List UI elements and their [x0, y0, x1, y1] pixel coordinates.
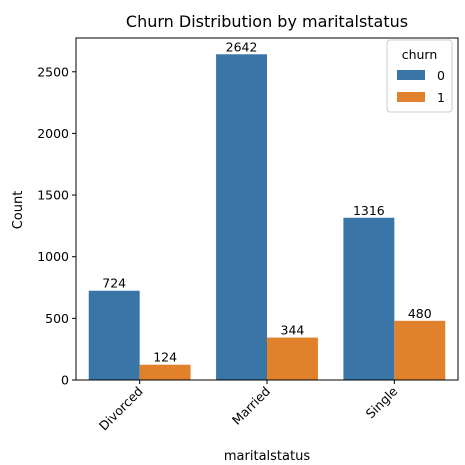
legend-title: churn [402, 47, 438, 62]
bar-married-churn-0 [216, 54, 267, 380]
data-label: 2642 [226, 39, 258, 54]
y-tick-label: 2500 [37, 64, 69, 79]
legend-label-0: 0 [437, 68, 445, 83]
legend: churn 0 1 [386, 39, 453, 113]
y-tick-label: 2000 [37, 126, 69, 141]
x-tick-label: Divorced [96, 384, 146, 434]
data-label: 1316 [353, 203, 385, 218]
y-tick-label: 500 [45, 311, 69, 326]
data-label: 480 [408, 306, 432, 321]
legend-swatch-1 [397, 92, 425, 102]
legend-label-1: 1 [437, 90, 445, 105]
data-label: 344 [281, 323, 305, 338]
bar-divorced-churn-0 [88, 290, 140, 380]
bar-married-churn-1 [267, 337, 318, 380]
y-tick-label: 1500 [37, 188, 69, 203]
x-axis-label: maritalstatus [224, 449, 310, 464]
x-tick-label: Single [363, 383, 401, 421]
x-tick-label: Married [229, 384, 273, 428]
y-axis-label: Count [11, 191, 26, 230]
chart-title: Churn Distribution by maritalstatus [126, 12, 408, 31]
plot-frame [75, 37, 459, 381]
data-label: 724 [102, 276, 126, 291]
y-tick-label: 0 [61, 373, 69, 388]
y-tick-label: 1000 [37, 249, 69, 264]
data-label: 124 [153, 350, 177, 365]
bar-single-churn-0 [343, 217, 395, 380]
bar-divorced-churn-1 [139, 364, 191, 380]
legend-swatch-0 [397, 70, 425, 80]
bar-single-churn-1 [394, 320, 446, 380]
